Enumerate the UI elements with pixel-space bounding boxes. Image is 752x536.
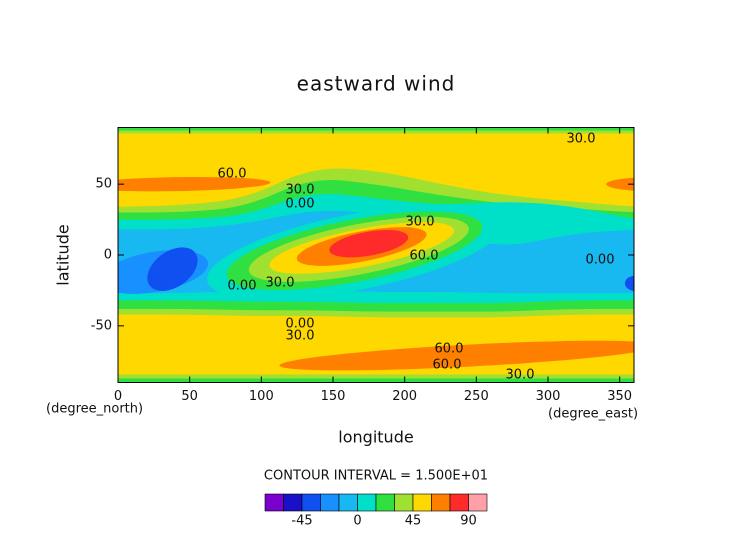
y-tick-label: 0: [104, 248, 112, 263]
level-region: [606, 177, 634, 191]
level-region: [118, 378, 634, 383]
colorbar-box: [338, 493, 358, 512]
contour-label: 30.0: [567, 132, 596, 147]
level-region: [147, 247, 198, 291]
x-tick-label: 0: [114, 389, 122, 404]
x-tick-label: 250: [464, 389, 489, 404]
x-axis-label: longitude: [338, 428, 413, 447]
level-region: [118, 176, 271, 192]
y-tick-label: 50: [95, 177, 112, 192]
colorbar-box: [449, 493, 469, 512]
x-tick-label: 350: [607, 389, 632, 404]
y-units: (degree_north): [46, 402, 143, 417]
x-tick-label: 200: [392, 389, 417, 404]
contour-label: 30.0: [406, 215, 435, 230]
colorbar-box: [412, 493, 432, 512]
x-tick-label: 50: [181, 389, 198, 404]
contour-label: 0.00: [286, 317, 315, 332]
colorbar-box: [301, 493, 321, 512]
contour-label: 30.0: [506, 368, 535, 383]
colorbar-box: [375, 493, 395, 512]
contour-label: 30.0: [286, 183, 315, 198]
x-tick-label: 100: [249, 389, 274, 404]
x-tick-label: 150: [321, 389, 346, 404]
contour-label: 60.0: [433, 358, 462, 373]
level-region: [329, 229, 409, 258]
colorbar-tick-label: 0: [353, 514, 361, 529]
level-region: [279, 340, 634, 371]
colorbar-tick-label: -45: [291, 514, 312, 529]
contour-label: 30.0: [266, 276, 295, 291]
contour-interval: CONTOUR INTERVAL = 1.500E+01: [264, 469, 488, 484]
colorbar-box: [468, 493, 488, 512]
colorbar-tick-label: 45: [405, 514, 422, 529]
y-axis-label: latitude: [54, 224, 73, 285]
contour-label: 0.00: [586, 253, 615, 268]
contour-label: 60.0: [410, 249, 439, 264]
x-tick-label: 300: [536, 389, 561, 404]
contour-label: 30.0: [286, 329, 315, 344]
contour-label: 60.0: [435, 342, 464, 357]
y-tick-label: -50: [91, 318, 112, 333]
colorbar-box: [431, 493, 451, 512]
x-units: (degree_east): [548, 407, 638, 422]
level-region: [118, 127, 634, 131]
field: [118, 127, 634, 383]
colorbar-box: [320, 493, 340, 512]
contour-label: 60.0: [218, 167, 247, 182]
colorbar-box: [357, 493, 377, 512]
colorbar-box: [394, 493, 414, 512]
chart-title: eastward wind: [297, 72, 456, 96]
contour-label: 0.00: [228, 279, 257, 294]
contour-label: 0.00: [286, 197, 315, 212]
colorbar-box: [283, 493, 303, 512]
colorbar-box: [264, 493, 284, 512]
colorbar-tick-label: 90: [460, 514, 477, 529]
level-region: [624, 275, 634, 292]
